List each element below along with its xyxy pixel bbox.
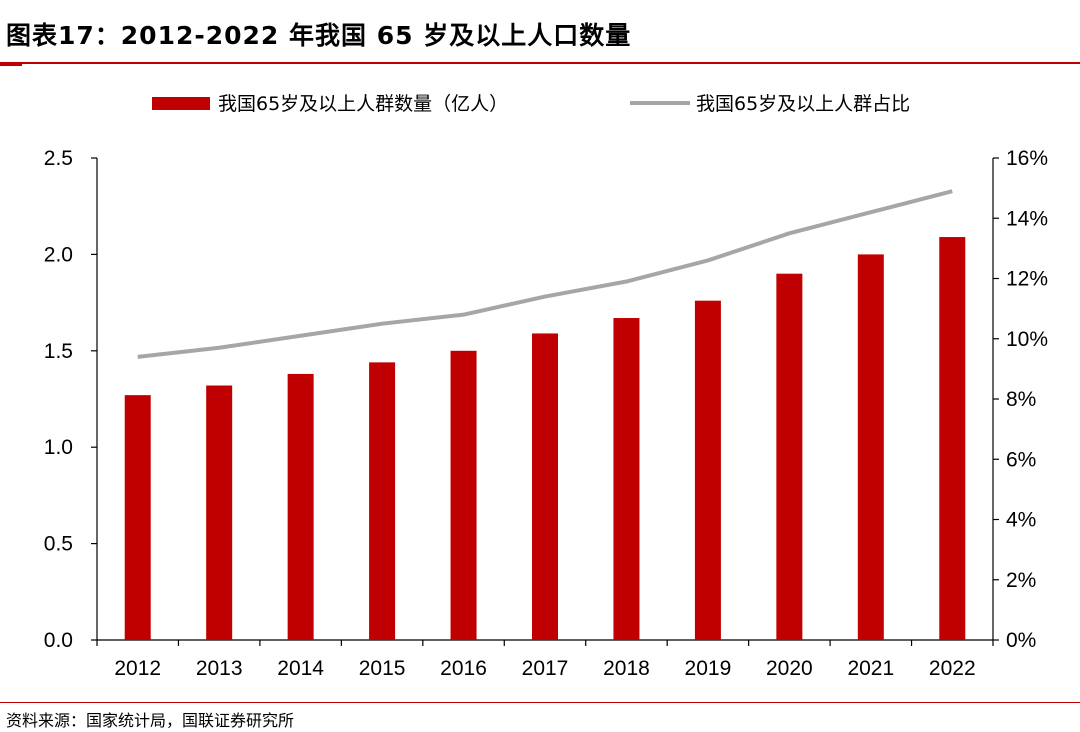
x-tick-label: 2014	[277, 657, 324, 680]
x-tick-label: 2016	[440, 657, 487, 680]
right-tick-label: 0%	[1006, 629, 1036, 652]
x-tick-label: 2017	[522, 657, 569, 680]
axis-labels: 0.0 0.5 1.0 1.5 2.0 2.5 0% 2% 4% 6% 8% 10% 12% 14% 16%…	[44, 147, 1048, 680]
bar-2021	[857, 254, 884, 640]
left-tick-label: 2.5	[44, 147, 73, 170]
right-tick-label: 8%	[1006, 388, 1036, 411]
x-tick-label: 2019	[685, 657, 732, 680]
title-divider-accent	[0, 64, 22, 66]
source-divider	[0, 702, 1080, 703]
chart-title: 图表17：2012-2022 年我国 65 岁及以上人口数量	[6, 21, 632, 50]
legend-bar-label: 我国65岁及以上人群数量（亿人）	[218, 93, 508, 115]
title-divider	[0, 62, 1080, 64]
right-tick-label: 16%	[1006, 147, 1048, 170]
legend-line-label: 我国65岁及以上人群占比	[696, 93, 910, 115]
title-bar: 图表17：2012-2022 年我国 65 岁及以上人口数量	[0, 0, 1080, 62]
chart-area: 我国65岁及以上人群数量（亿人） 我国65岁及以上人群占比 0.0 0.5 1.0 1…	[44, 93, 1048, 680]
right-tick-label: 4%	[1006, 509, 1036, 532]
bar-series	[124, 237, 966, 640]
right-tick-label: 10%	[1006, 328, 1048, 351]
bar-2016	[450, 350, 477, 640]
bar-2018	[613, 318, 640, 640]
bar-2022	[939, 237, 966, 640]
bar-2019	[694, 300, 721, 640]
x-tick-label: 2020	[766, 657, 813, 680]
axes	[91, 157, 999, 646]
left-tick-label: 2.0	[44, 243, 73, 266]
x-tick-label: 2021	[847, 657, 894, 680]
x-tick-label: 2013	[196, 657, 243, 680]
x-tick-label: 2018	[603, 657, 650, 680]
bar-2020	[776, 273, 803, 640]
right-tick-label: 14%	[1006, 207, 1048, 230]
x-tick-label: 2022	[929, 657, 976, 680]
bar-2013	[206, 385, 233, 640]
left-tick-label: 1.5	[44, 340, 73, 363]
source-note: 资料来源：国家统计局，国联证券研究所	[6, 711, 295, 730]
bar-2012	[124, 395, 151, 640]
right-tick-label: 2%	[1006, 569, 1036, 592]
bar-2015	[369, 362, 396, 640]
line-series	[137, 189, 953, 359]
right-tick-label: 6%	[1006, 448, 1036, 471]
legend-bar-swatch	[152, 97, 210, 110]
legend: 我国65岁及以上人群数量（亿人） 我国65岁及以上人群占比	[152, 93, 910, 115]
x-tick-label: 2015	[359, 657, 406, 680]
left-tick-label: 0.0	[44, 629, 73, 652]
bar-2017	[532, 333, 558, 640]
share-line	[137, 189, 953, 359]
left-tick-label: 0.5	[44, 533, 73, 556]
bar-2014	[287, 373, 314, 640]
left-tick-label: 1.0	[44, 436, 73, 459]
right-tick-label: 12%	[1006, 268, 1048, 291]
x-tick-label: 2012	[114, 657, 161, 680]
